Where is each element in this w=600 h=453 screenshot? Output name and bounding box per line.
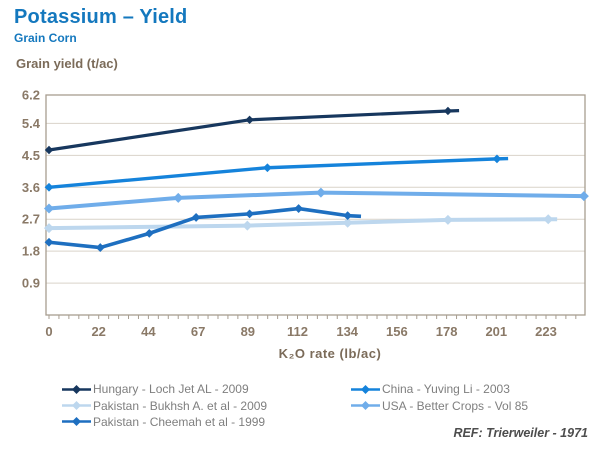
svg-text:67: 67 [191,324,205,339]
svg-text:156: 156 [386,324,408,339]
svg-text:201: 201 [485,324,507,339]
svg-text:178: 178 [436,324,458,339]
chart-legend-column-right: China - Yuving Li - 2003 USA - Better Cro… [351,381,528,414]
legend-line-diamond-icon [62,417,91,427]
legend-line-diamond-icon [351,401,380,411]
legend-item: Pakistan - Bukhsh A. et al - 2009 [62,397,267,413]
svg-text:0.9: 0.9 [22,276,40,291]
y-axis-title: Grain yield (t/ac) [16,56,118,71]
legend-item: USA - Better Crops - Vol 85 [351,397,528,413]
svg-text:0: 0 [45,324,52,339]
svg-text:4.5: 4.5 [22,148,40,163]
reference-label: REF: Trierweiler - 1971 [453,426,588,440]
legend-label: Hungary - Loch Jet AL - 2009 [93,382,249,397]
legend-line-diamond-icon [62,401,91,411]
legend-label: Pakistan - Bukhsh A. et al - 2009 [93,398,268,413]
svg-text:44: 44 [141,324,156,339]
svg-text:5.4: 5.4 [22,116,41,131]
legend-item: Hungary - Loch Jet AL - 2009 [62,381,267,397]
svg-text:6.2: 6.2 [22,88,40,103]
svg-text:89: 89 [241,324,255,339]
x-axis-title: K₂O rate (lb/ac) [278,346,382,361]
svg-text:3.6: 3.6 [22,180,40,195]
svg-text:2.7: 2.7 [22,212,40,227]
legend-label: Pakistan - Cheemah et al - 1999 [93,414,266,429]
chart-subtitle: Grain Corn [14,31,77,45]
legend-label: China - Yuving Li - 2003 [382,382,510,397]
legend-item: Pakistan - Cheemah et al - 1999 [62,414,267,430]
svg-text:223: 223 [535,324,557,339]
legend-line-diamond-icon [351,384,380,394]
legend-item: China - Yuving Li - 2003 [351,381,528,397]
page-title: Potassium – Yield [14,6,188,28]
legend-label: USA - Better Crops - Vol 85 [382,398,529,413]
svg-text:1.8: 1.8 [22,244,40,259]
chart-legend-column-left: Hungary - Loch Jet AL - 2009 Pakistan - B… [62,381,267,430]
legend-line-diamond-icon [62,384,91,394]
svg-text:112: 112 [287,324,308,339]
svg-text:134: 134 [336,324,358,339]
svg-text:22: 22 [91,324,105,339]
